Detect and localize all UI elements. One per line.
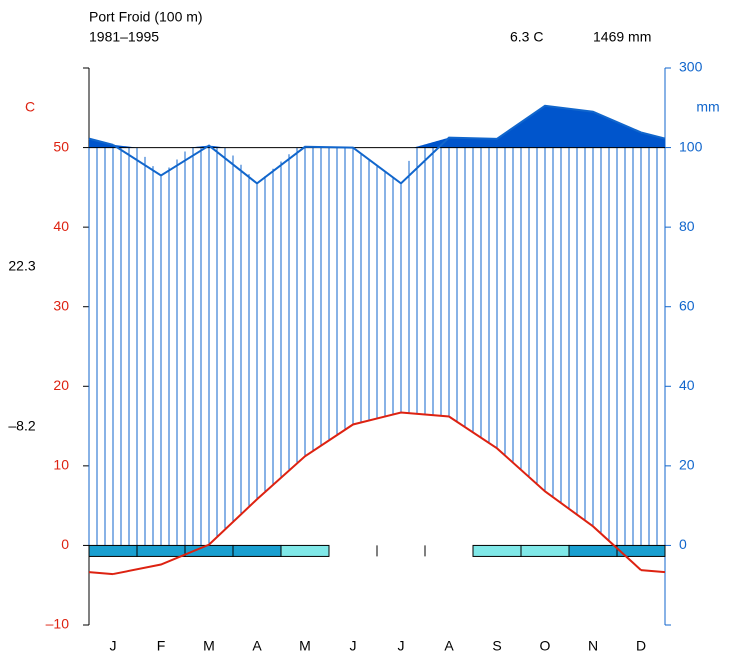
annual-precipitation: 1469 mm [593, 29, 651, 45]
perhumid-area [89, 105, 665, 148]
line-extension [640, 131, 666, 140]
x-tick-label: M [203, 638, 215, 654]
x-tick-label: S [492, 638, 501, 654]
y-tick-label: 10 [53, 457, 69, 473]
x-tick-label: J [350, 638, 357, 654]
frost-box [136, 544, 186, 557]
x-tick-label: A [444, 638, 454, 654]
y2-tick-label: 40 [679, 377, 695, 393]
line-extension [88, 571, 114, 576]
frost-box [280, 544, 330, 557]
x-tick-label: J [110, 638, 117, 654]
chart-title: Port Froid (100 m) [89, 9, 203, 25]
x-tick-label: A [252, 638, 262, 654]
frost-box [88, 544, 138, 557]
frost-box [425, 545, 473, 557]
frost-box [329, 545, 377, 557]
x-tick-label: F [157, 638, 166, 654]
y2-tick-label: 20 [679, 457, 695, 473]
line-extension [88, 137, 114, 146]
y2-axis-label: mm [696, 99, 719, 115]
y2-tick-label: 100 [679, 138, 703, 154]
x-tick-label: M [299, 638, 311, 654]
max-temperature: 22.3 [8, 258, 35, 274]
line-extension [640, 569, 666, 574]
x-tick-label: N [588, 638, 598, 654]
y-tick-label: 20 [53, 377, 69, 393]
y-tick-label: 50 [53, 138, 69, 154]
temperature-line [112, 411, 642, 576]
frost-box [568, 544, 618, 557]
frost-box [520, 544, 570, 557]
chart-subtitle: 1981–1995 [89, 29, 159, 45]
x-tick-label: D [636, 638, 646, 654]
x-tick-label: J [398, 638, 405, 654]
min-temperature: –8.2 [8, 418, 35, 434]
y2-tick-label: 60 [679, 297, 695, 313]
frost-box [377, 545, 425, 557]
y-tick-label: 0 [61, 536, 69, 552]
frost-box [232, 544, 282, 557]
y2-tick-label: 80 [679, 218, 695, 234]
y-tick-label: 30 [53, 297, 69, 313]
mean-temperature: 6.3 C [510, 29, 543, 45]
frost-box [472, 544, 522, 557]
y-tick-label: –10 [46, 616, 70, 632]
y-axis-label: C [25, 99, 35, 115]
y2-tick-label: 0 [679, 536, 687, 552]
y-tick-label: 40 [53, 218, 69, 234]
x-tick-label: O [540, 638, 551, 654]
precipitation-line [112, 104, 642, 185]
y2-tick-label: 300 [679, 59, 703, 75]
